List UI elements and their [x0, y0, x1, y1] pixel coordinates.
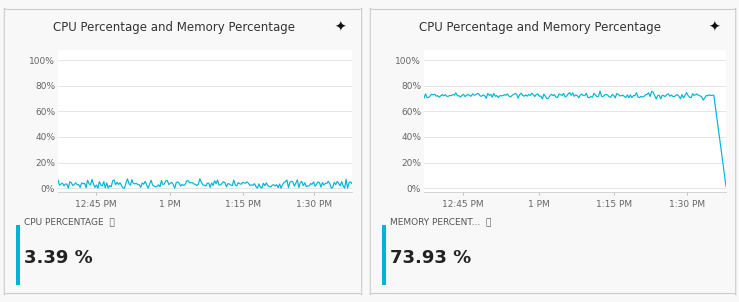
Text: ✦: ✦ — [708, 21, 720, 35]
Text: ✦: ✦ — [334, 21, 346, 35]
Text: CPU Percentage and Memory Percentage: CPU Percentage and Memory Percentage — [53, 21, 295, 34]
Text: 3.39 %: 3.39 % — [24, 249, 93, 267]
Text: MEMORY PERCENT...  ⓘ: MEMORY PERCENT... ⓘ — [390, 217, 491, 226]
Text: CPU PERCENTAGE  ⓘ: CPU PERCENTAGE ⓘ — [24, 217, 115, 226]
Text: CPU Percentage and Memory Percentage: CPU Percentage and Memory Percentage — [419, 21, 661, 34]
Text: 73.93 %: 73.93 % — [390, 249, 471, 267]
